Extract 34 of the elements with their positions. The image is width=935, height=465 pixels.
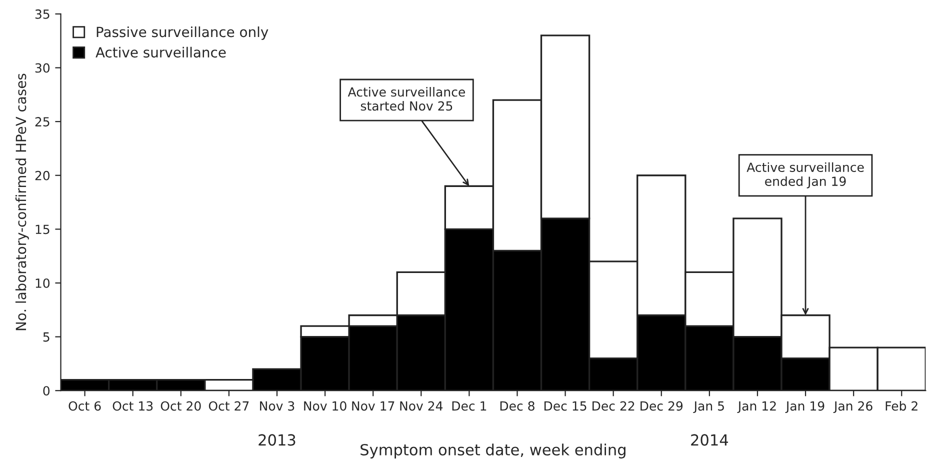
x-tick-label: Nov 10 (304, 401, 346, 411)
annotation: Active surveillance ended Jan 19 (746, 162, 864, 188)
annotation: Active surveillance started Nov 25 (348, 86, 465, 111)
text: 2013 (258, 434, 296, 446)
x-tick-label: Jan 5 (693, 401, 724, 414)
y-tick-label: 35 (35, 9, 50, 19)
legend-label: Passive surveillance only (96, 26, 268, 40)
y-tick-label: 10 (36, 278, 50, 288)
x-tick-label: Jan 26 (833, 401, 872, 414)
x-tick-label: Jan 12 (737, 401, 776, 414)
y-axis-title: No. laboratory-confirmed HPeV cases (15, 74, 29, 330)
x-tick-label: Oct 20 (160, 401, 201, 411)
y-tick-label: 0 (43, 386, 50, 396)
y-tick-label: 5 (43, 332, 50, 342)
x-tick-label: Oct 6 (68, 401, 101, 411)
y-tick-label: 30 (35, 63, 50, 73)
x-tick-label: Jan 19 (785, 401, 824, 414)
legend-label: Active surveillance (96, 46, 226, 58)
x-tick-label: Dec 22 (592, 401, 634, 411)
x-tick-label: Oct 13 (112, 401, 153, 411)
x-tick-label: Nov 24 (400, 401, 443, 411)
x-tick-label: Oct 27 (208, 401, 249, 411)
text: 2014 (691, 434, 728, 446)
x-tick-label: Dec 29 (640, 401, 683, 411)
x-tick-label: Nov 3 (260, 401, 294, 411)
x-tick-label: Nov 17 (352, 401, 394, 411)
y-tick-label: 25 (35, 117, 50, 126)
y-tick-label: 20 (35, 170, 50, 180)
y-tick-label: 15 (36, 224, 50, 234)
x-tick-label: Dec 8 (500, 401, 534, 411)
x-tick-label: Dec 1 (452, 401, 486, 411)
x-tick-label: Feb 2 (886, 401, 918, 411)
x-axis-title: Symptom onset date, week ending (360, 444, 626, 458)
x-tick-label: Dec 15 (544, 401, 586, 411)
